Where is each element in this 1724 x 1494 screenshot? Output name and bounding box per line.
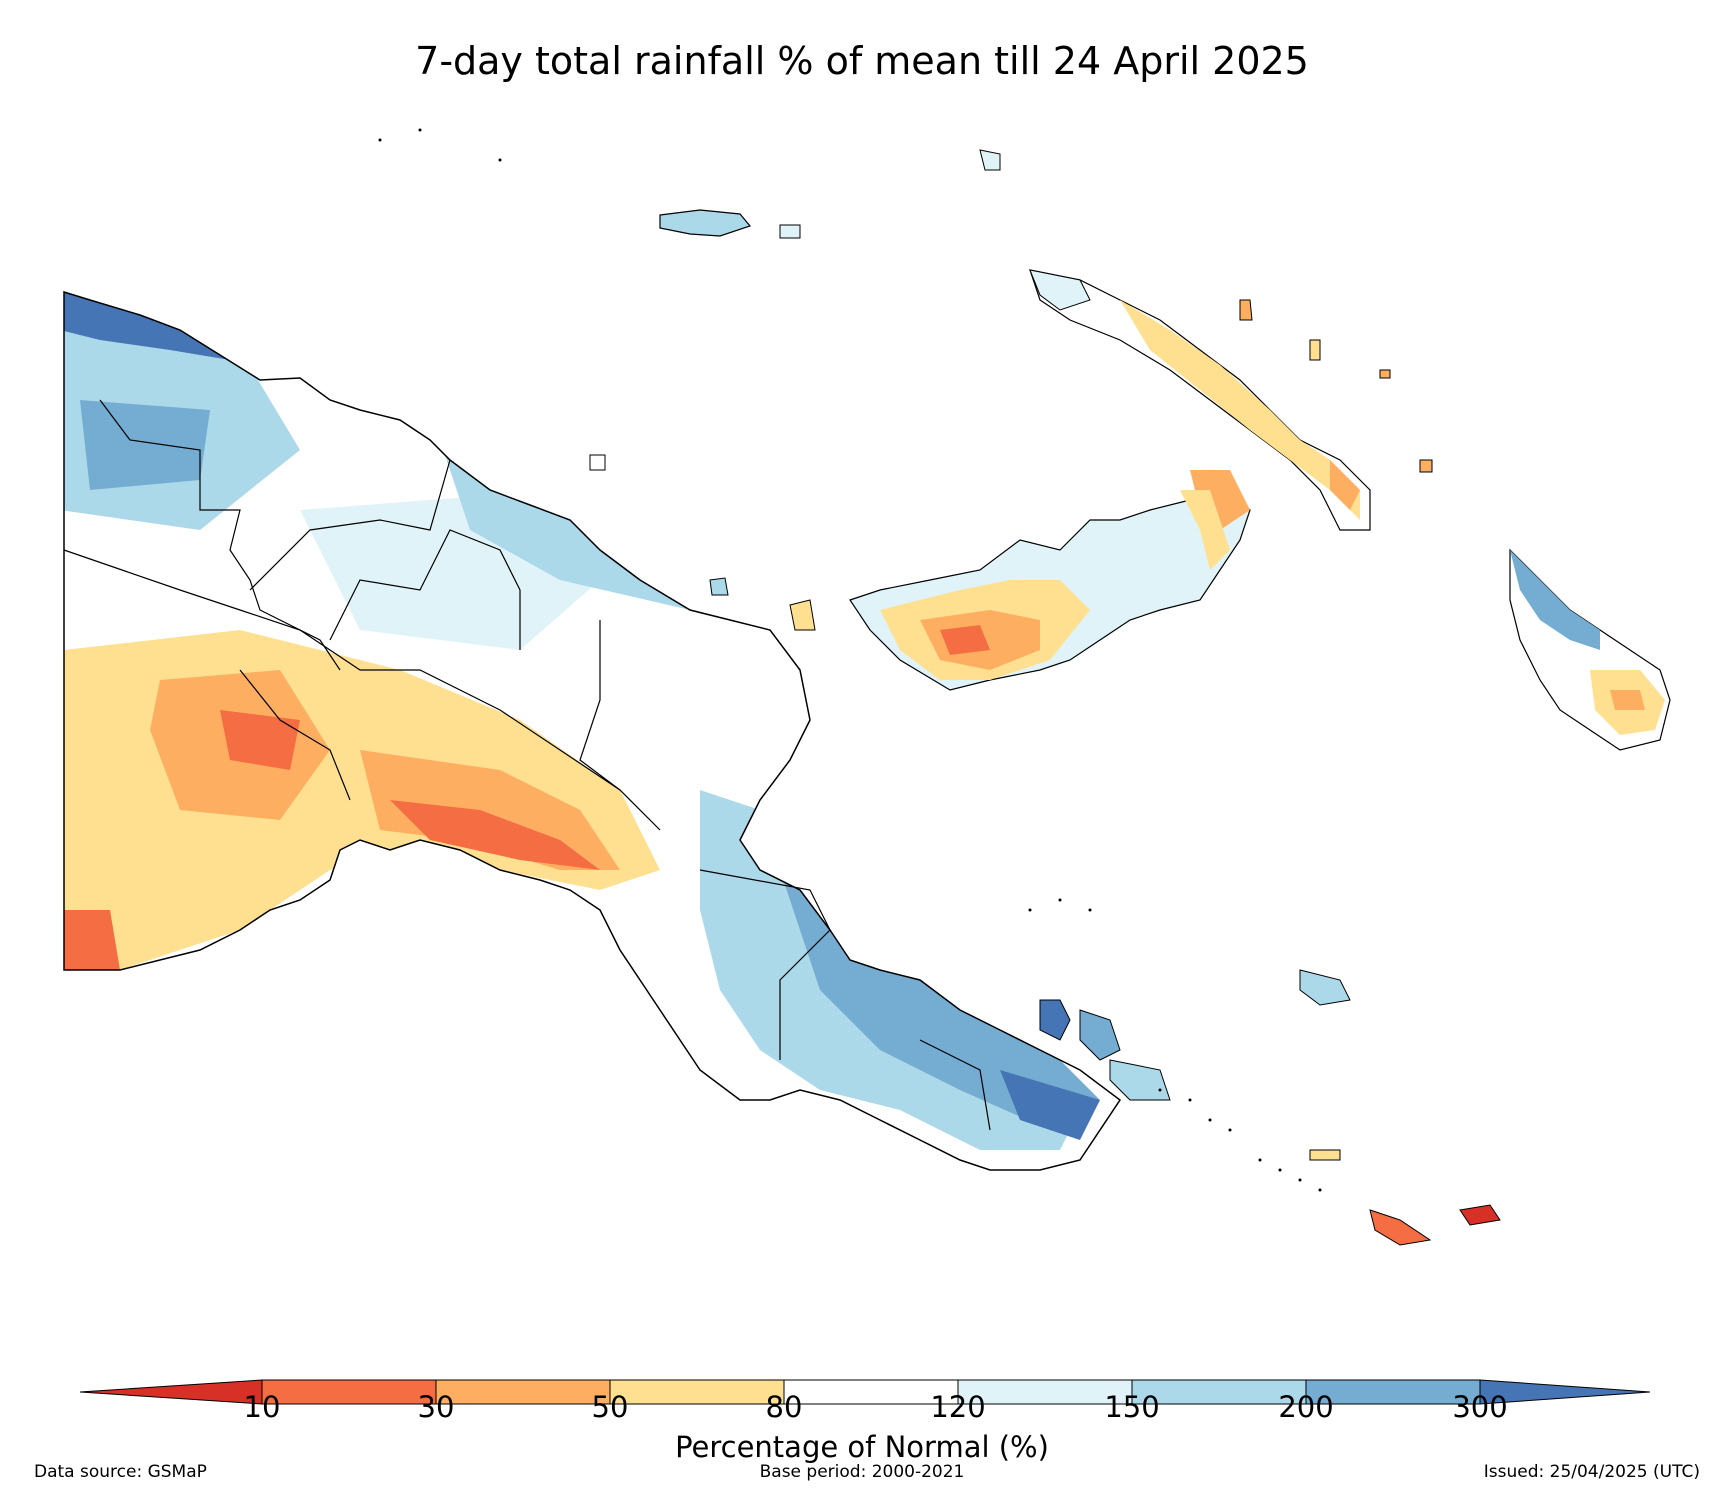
colorbar-tick-10: 10 xyxy=(243,1390,281,1424)
colorbar-bin-10-30 xyxy=(261,1379,437,1405)
colorbar-bin-200-300 xyxy=(1305,1379,1481,1405)
map-title: 7-day total rainfall % of mean till 24 A… xyxy=(415,39,1309,83)
colorbar-extend-high xyxy=(1479,1379,1650,1405)
rainfall-map xyxy=(0,110,1724,1300)
colorbar-tick-300: 300 xyxy=(1452,1390,1508,1424)
manus-island xyxy=(659,209,801,239)
bougainville xyxy=(1509,548,1671,751)
issued-note: Issued: 25/04/2025 (UTC) xyxy=(1483,1462,1700,1482)
colorbar-title: Percentage of Normal (%) xyxy=(675,1430,1049,1464)
data-source-note: Data source: GSMaP xyxy=(34,1462,207,1482)
colorbar-tick-200: 200 xyxy=(1278,1390,1334,1424)
milne-bay-heavy-rain-zone xyxy=(1000,1070,1100,1140)
colorbar-tick-80: 80 xyxy=(765,1390,803,1424)
new-ireland xyxy=(1029,269,1371,531)
new-britain xyxy=(849,470,1251,691)
great-barrier-islands xyxy=(378,128,1322,1192)
colorbar xyxy=(80,1379,1650,1405)
northwest-heavy-rain-zone xyxy=(64,292,230,360)
southwest-corner-dry-zone xyxy=(64,910,120,970)
southeast-islands xyxy=(1039,969,1501,1246)
west-wet-patch xyxy=(80,400,210,490)
base-period-note: Base period: 2000-2021 xyxy=(759,1462,965,1482)
colorbar-bin-120-150 xyxy=(957,1379,1133,1405)
colorbar-bin-50-80 xyxy=(609,1379,785,1405)
southern-extremely-dry-zone xyxy=(220,710,300,770)
gulf-coast-extremely-dry-zone xyxy=(390,800,600,870)
colorbar-bin-30-50 xyxy=(435,1379,611,1405)
colorbar-tick-50: 50 xyxy=(591,1390,629,1424)
colorbar-extend-low xyxy=(80,1379,263,1405)
colorbar-tick-120: 120 xyxy=(930,1390,986,1424)
colorbar-tick-30: 30 xyxy=(417,1390,455,1424)
colorbar-tick-150: 150 xyxy=(1104,1390,1160,1424)
province-boundaries xyxy=(63,399,991,1131)
small-islands xyxy=(589,149,1433,631)
colorbar-bin-80-120 xyxy=(783,1379,959,1405)
